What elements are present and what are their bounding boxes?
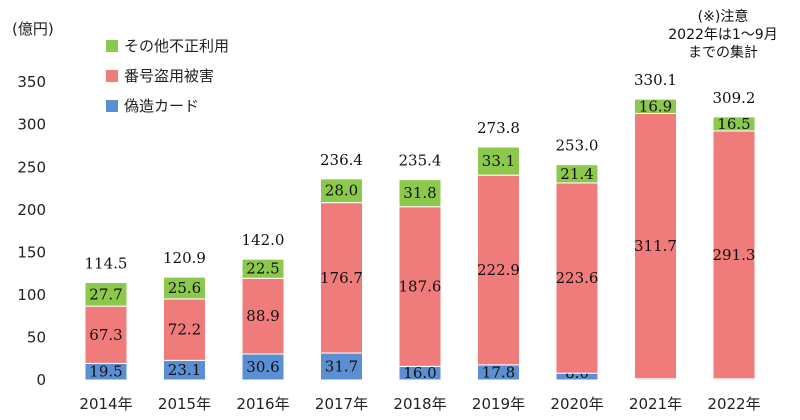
bar-segment-value-label: 27.7 xyxy=(89,285,122,303)
y-axis-unit-label: (億円) xyxy=(12,20,54,38)
bar-segment-value-label: 22.5 xyxy=(246,260,279,278)
bar-segment-value-label: 25.6 xyxy=(168,279,201,297)
bar-segment-value-label: 28.0 xyxy=(325,182,358,200)
legend-swatch xyxy=(106,40,118,52)
y-tick-label: 100 xyxy=(17,286,46,304)
bar-segment-value-label: 88.9 xyxy=(246,307,279,325)
bar-segment xyxy=(84,282,128,307)
bar-segment-value-label: 67.3 xyxy=(89,326,122,344)
x-tick-label: 2022年 xyxy=(707,395,760,413)
bar-segment-value-label: 16.5 xyxy=(717,115,750,133)
bar-total-label: 114.5 xyxy=(85,255,128,273)
x-tick-label: 2017年 xyxy=(315,395,368,413)
y-axis: 0 50 100 150 200 250 300 350 xyxy=(17,73,46,389)
bar-total-label: 273.8 xyxy=(477,119,520,137)
bar-segment xyxy=(634,112,677,380)
x-tick-label: 2020年 xyxy=(550,395,603,413)
legend-swatch xyxy=(106,100,118,112)
x-tick-label: 2019年 xyxy=(472,395,525,413)
legend-label: 偽造カード xyxy=(124,97,199,115)
y-tick-label: 50 xyxy=(27,328,46,346)
bar-segment xyxy=(84,305,128,364)
x-axis: 2014年 2015年 2016年 2017年 2018年 2019年 2020年 2021年… xyxy=(79,395,760,413)
note-line: 2022年は1～9月 xyxy=(668,27,777,43)
bar-total-label: 309.2 xyxy=(713,89,756,107)
bar-segment xyxy=(320,178,363,204)
bar-segment xyxy=(634,98,677,114)
bar-total-label: 120.9 xyxy=(163,249,206,267)
bar-segment-value-label: 30.6 xyxy=(246,358,279,376)
bar-segment xyxy=(320,202,363,354)
y-tick-label: 250 xyxy=(17,158,46,176)
y-tick-label: 300 xyxy=(17,116,46,134)
legend-label: 番号盗用被害 xyxy=(124,67,214,85)
bar-segment xyxy=(398,206,442,367)
bar-segment xyxy=(712,116,756,132)
bar-segment xyxy=(555,164,599,184)
legend-swatch xyxy=(106,70,118,82)
bar-total-label: 236.4 xyxy=(320,151,363,169)
x-tick-label: 2021年 xyxy=(629,395,682,413)
bar-total-label: 235.4 xyxy=(399,152,442,170)
bar-segment-value-label: 23.1 xyxy=(168,361,201,379)
bar-segment-value-label: 223.6 xyxy=(556,269,599,287)
bar-segment-value-label: 17.8 xyxy=(482,363,515,381)
bar-segment-value-label: 16.9 xyxy=(639,97,672,115)
note-line: までの集計 xyxy=(688,44,758,61)
bar-segment xyxy=(163,276,206,300)
bar-segment-value-label: 19.5 xyxy=(89,363,122,381)
x-tick-label: 2014年 xyxy=(79,395,132,413)
bar-segment-value-label: 187.6 xyxy=(399,278,442,296)
legend-label: その他不正利用 xyxy=(124,37,229,55)
x-tick-label: 2015年 xyxy=(158,395,211,413)
note-line: (※)注意 xyxy=(698,8,749,25)
bar-segment xyxy=(241,258,285,279)
bar-segment-value-label: 16.0 xyxy=(403,364,436,382)
bar-segment xyxy=(477,146,520,176)
bar-segment-value-label: 31.7 xyxy=(325,358,358,376)
bar-total-label: 142.0 xyxy=(242,231,285,249)
y-tick-label: 0 xyxy=(36,371,46,389)
y-tick-label: 350 xyxy=(17,73,46,91)
bar-segment-value-label: 21.4 xyxy=(560,165,593,183)
bar-stacks: 19.5 67.3 27.7 114.5 23.1 72.2 25.6 120.9 30.6 88… xyxy=(84,71,756,382)
y-tick-label: 150 xyxy=(17,243,46,261)
bar-segment-value-label: 291.3 xyxy=(713,246,756,264)
bar-segment xyxy=(398,179,442,208)
bar-segment xyxy=(320,352,363,381)
bar-segment-value-label: 33.1 xyxy=(482,152,515,170)
x-tick-label: 2016年 xyxy=(236,395,289,413)
bar-segment-value-label: 72.2 xyxy=(168,321,201,339)
bar-segment-value-label: 311.7 xyxy=(634,237,677,255)
bar-segment-value-label: 222.9 xyxy=(477,261,520,279)
bar-total-label: 253.0 xyxy=(556,137,599,155)
bar-total-label: 330.1 xyxy=(634,71,677,89)
bar-segment-value-label: 31.8 xyxy=(403,184,436,202)
bar-segment xyxy=(163,298,206,361)
x-tick-label: 2018年 xyxy=(393,395,446,413)
y-tick-label: 200 xyxy=(17,201,46,219)
bar-segment xyxy=(555,182,599,374)
bar-segment xyxy=(712,130,756,380)
bar-segment-value-label: 176.7 xyxy=(320,269,363,287)
